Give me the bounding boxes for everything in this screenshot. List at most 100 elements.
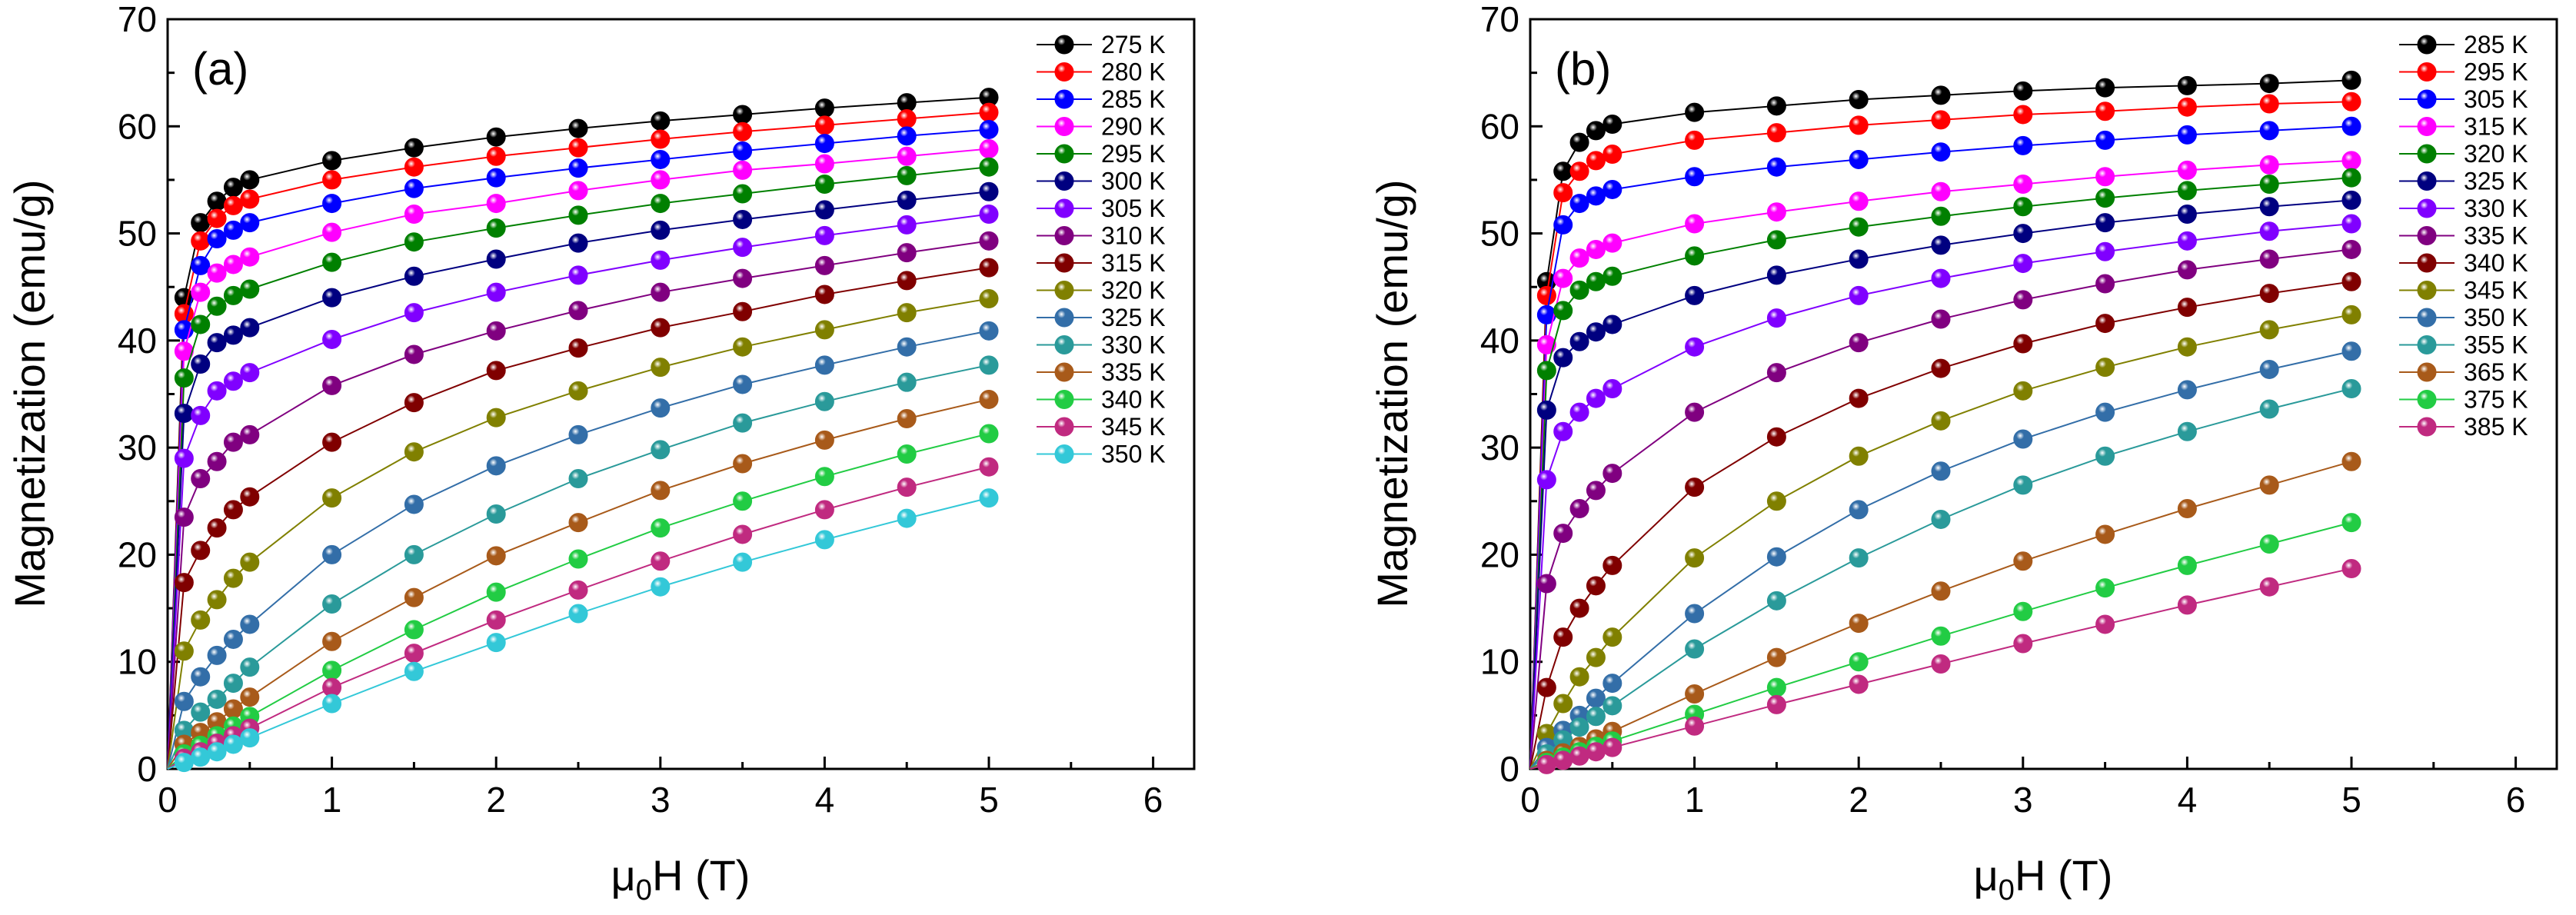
data-point: [2259, 577, 2279, 597]
panel-a-xlabel-sub: 0: [636, 874, 652, 907]
data-point: [322, 594, 342, 614]
series-375k: [1529, 513, 2361, 773]
data-point: [1553, 750, 1573, 770]
data-point: [2341, 513, 2361, 533]
data-point: [207, 645, 227, 665]
data-point: [322, 694, 342, 714]
data-point: [2341, 92, 2361, 111]
series-295k: [1529, 92, 2361, 770]
data-point: [1849, 674, 1869, 694]
data-point: [240, 728, 260, 748]
data-point: [404, 178, 424, 198]
y-tick-label: 10: [118, 642, 157, 682]
data-point: [486, 321, 506, 341]
legend-entry: 315 K: [2399, 113, 2528, 141]
data-point: [1849, 217, 1869, 237]
data-point: [1685, 130, 1705, 150]
panel-a-xlabel: μ0H (T): [611, 851, 751, 907]
data-point: [1536, 400, 1556, 420]
data-point: [1685, 102, 1705, 122]
data-point: [2341, 70, 2361, 90]
data-point: [207, 742, 227, 762]
data-point: [191, 667, 211, 687]
panel-a-marks: [167, 88, 999, 773]
data-point: [979, 355, 999, 375]
data-point: [651, 318, 671, 338]
data-point: [223, 195, 243, 215]
data-point: [174, 448, 194, 468]
data-point: [322, 375, 342, 395]
data-point: [322, 432, 342, 452]
data-point: [1586, 688, 1606, 708]
data-point: [1685, 402, 1705, 422]
data-point: [897, 372, 917, 392]
data-point: [2177, 555, 2197, 575]
data-point: [651, 518, 671, 538]
legend-entry: 305 K: [1037, 195, 1166, 222]
data-point: [1766, 647, 1786, 667]
data-point: [207, 381, 227, 401]
data-point: [1849, 614, 1869, 634]
data-point: [191, 541, 211, 561]
legend-label: 350 K: [2464, 304, 2528, 331]
data-point: [1536, 334, 1556, 354]
data-point: [191, 405, 211, 425]
series-285k: [1529, 70, 2361, 770]
data-point: [2095, 274, 2115, 294]
legend-label: 335 K: [1101, 358, 1166, 386]
data-point: [322, 252, 342, 272]
series-325k: [1529, 190, 2361, 770]
data-point: [191, 702, 211, 722]
data-point: [223, 371, 243, 391]
legend-entry: 295 K: [1037, 140, 1166, 168]
data-point: [1766, 363, 1786, 383]
series-280k: [167, 102, 999, 770]
series-335k: [1529, 239, 2361, 770]
data-point: [2259, 221, 2279, 241]
data-point: [322, 170, 342, 190]
data-point: [2013, 197, 2033, 217]
data-point: [2095, 213, 2115, 233]
series-365k: [1529, 451, 2361, 770]
data-point: [814, 175, 834, 194]
data-point: [174, 641, 194, 661]
legend-entry: 385 K: [2399, 413, 2528, 441]
data-point: [733, 238, 753, 258]
data-point: [2177, 298, 2197, 318]
data-point: [1766, 427, 1786, 447]
data-point: [1536, 754, 1556, 774]
legend-label: 350 K: [1101, 441, 1166, 468]
data-point: [240, 487, 260, 507]
legend-marker: [2417, 253, 2437, 273]
data-point: [651, 170, 671, 190]
data-point: [651, 220, 671, 240]
x-tick-label: 3: [651, 780, 671, 820]
data-point: [486, 633, 506, 653]
data-point: [191, 255, 211, 275]
y-tick-label: 30: [118, 428, 157, 467]
legend-marker: [1054, 444, 1074, 464]
data-point: [240, 213, 260, 233]
series-line: [167, 128, 990, 770]
data-point: [897, 303, 917, 323]
data-point: [2013, 381, 2033, 401]
data-point: [207, 229, 227, 249]
data-point: [1766, 202, 1786, 222]
data-point: [174, 753, 194, 773]
data-point: [2341, 341, 2361, 361]
legend-marker: [2417, 362, 2437, 382]
legend-marker: [2417, 308, 2437, 328]
data-point: [191, 354, 211, 374]
data-point: [1586, 388, 1606, 408]
data-point: [651, 149, 671, 169]
data-point: [404, 205, 424, 224]
series-line: [167, 213, 990, 770]
legend-label: 330 K: [2464, 195, 2528, 222]
data-point: [2177, 337, 2197, 357]
series-290k: [167, 139, 999, 770]
data-point: [1553, 161, 1573, 181]
data-point: [207, 333, 227, 353]
data-point: [1536, 361, 1556, 381]
legend-entry: 315 K: [1037, 249, 1166, 277]
